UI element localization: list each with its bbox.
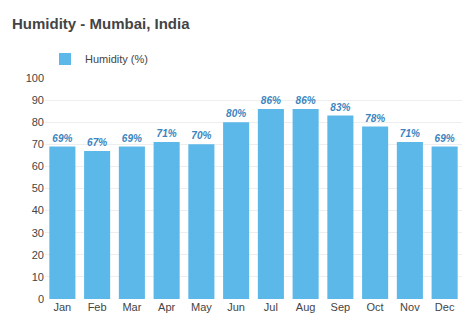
- svg-text:Oct: Oct: [367, 301, 384, 313]
- svg-text:Jan: Jan: [54, 301, 72, 313]
- svg-text:Jun: Jun: [227, 301, 245, 313]
- svg-text:60: 60: [32, 160, 44, 172]
- svg-text:71%: 71%: [157, 128, 177, 139]
- svg-text:71%: 71%: [400, 128, 420, 139]
- svg-text:40: 40: [32, 204, 44, 216]
- svg-text:70: 70: [32, 138, 44, 150]
- svg-text:Mar: Mar: [122, 301, 141, 313]
- svg-text:Apr: Apr: [158, 301, 175, 313]
- svg-text:0: 0: [38, 293, 44, 305]
- svg-text:69%: 69%: [122, 133, 142, 144]
- svg-text:86%: 86%: [261, 95, 281, 106]
- svg-text:80%: 80%: [226, 108, 246, 119]
- svg-text:86%: 86%: [296, 95, 316, 106]
- svg-text:Humidity - Mumbai, India: Humidity - Mumbai, India: [12, 15, 190, 32]
- svg-text:69%: 69%: [435, 133, 455, 144]
- svg-text:Humidity (%): Humidity (%): [85, 53, 148, 65]
- svg-text:100: 100: [26, 72, 44, 84]
- svg-text:Nov: Nov: [400, 301, 420, 313]
- svg-text:Jul: Jul: [264, 301, 278, 313]
- svg-text:80: 80: [32, 116, 44, 128]
- svg-text:Feb: Feb: [88, 301, 107, 313]
- svg-text:50: 50: [32, 182, 44, 194]
- svg-text:78%: 78%: [365, 113, 385, 124]
- svg-text:Aug: Aug: [296, 301, 316, 313]
- svg-text:90: 90: [32, 94, 44, 106]
- svg-text:30: 30: [32, 227, 44, 239]
- svg-text:67%: 67%: [87, 137, 107, 148]
- svg-text:20: 20: [32, 249, 44, 261]
- svg-text:Dec: Dec: [435, 301, 455, 313]
- svg-text:May: May: [191, 301, 212, 313]
- svg-text:Sep: Sep: [331, 301, 351, 313]
- svg-text:69%: 69%: [52, 133, 72, 144]
- svg-text:10: 10: [32, 271, 44, 283]
- svg-text:83%: 83%: [330, 102, 350, 113]
- svg-text:70%: 70%: [191, 130, 211, 141]
